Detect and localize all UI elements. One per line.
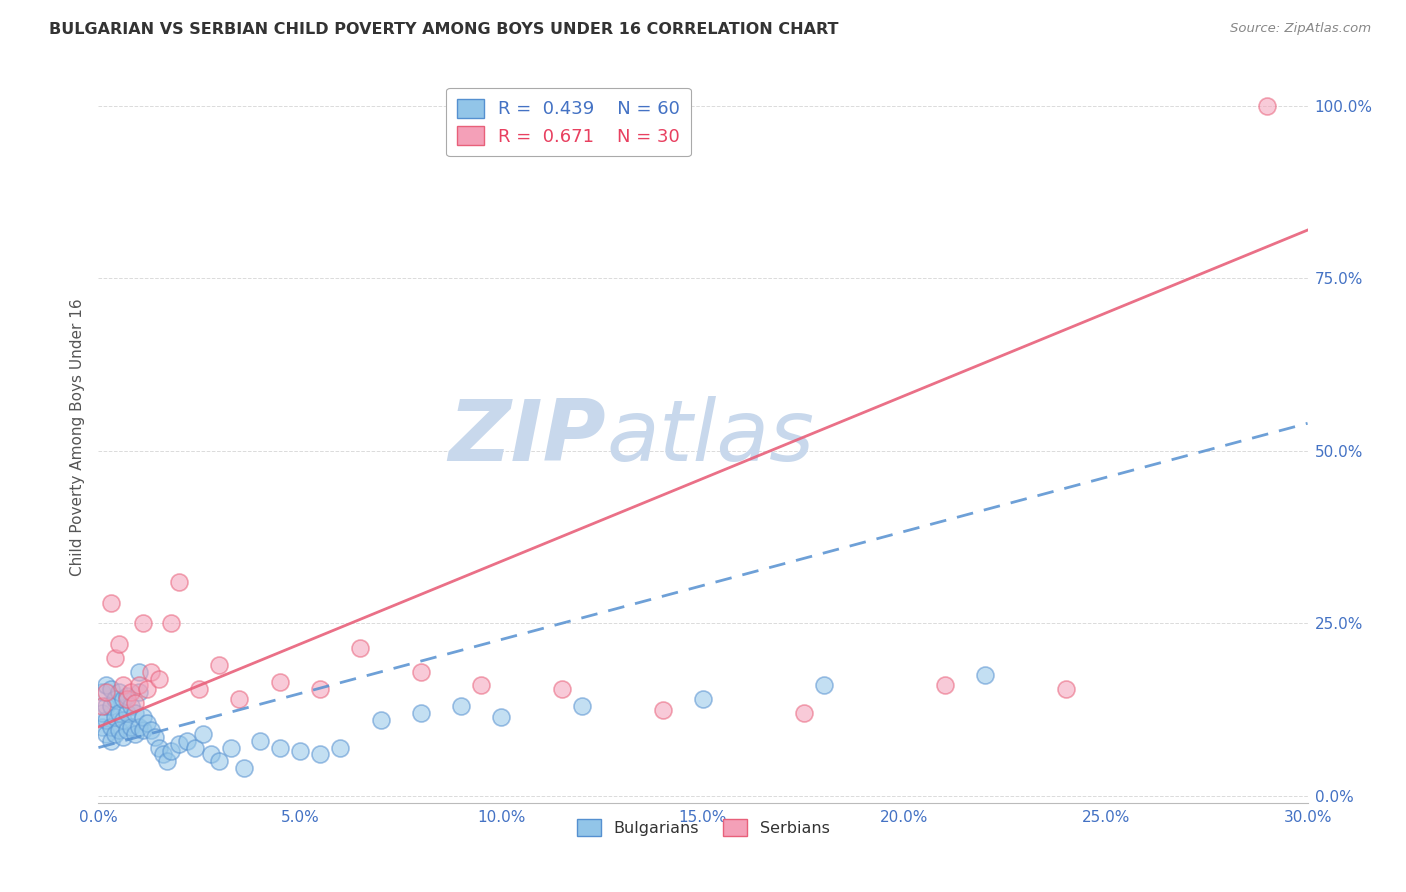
Point (107, 706, 129, 720)
Point (793, 706, 815, 720)
Point (470, 678, 492, 692)
Point (128, 720, 150, 734)
Point (329, 740, 352, 755)
Point (1054, 681, 1077, 696)
Point (120, 699, 142, 714)
Text: Source: ZipAtlas.com: Source: ZipAtlas.com (1230, 22, 1371, 36)
Point (96, 699, 118, 714)
Point (208, 755, 231, 769)
Point (120, 685, 142, 699)
Point (176, 733, 198, 747)
Point (132, 616, 155, 631)
Point (152, 747, 174, 762)
Text: atlas: atlas (606, 395, 814, 479)
Point (450, 699, 472, 714)
Point (208, 657, 231, 672)
Point (100, 733, 122, 747)
Point (124, 706, 146, 720)
Point (103, 651, 125, 665)
Point (128, 665, 150, 679)
Point (103, 727, 125, 741)
Point (100, 720, 122, 734)
Y-axis label: Child Poverty Among Boys Under 16: Child Poverty Among Boys Under 16 (69, 298, 84, 576)
Legend: Bulgarians, Serbians: Bulgarians, Serbians (571, 813, 835, 842)
Point (409, 706, 432, 720)
Point (934, 678, 956, 692)
Point (491, 709, 513, 723)
Point (551, 681, 574, 696)
Point (139, 665, 162, 679)
Text: ZIP: ZIP (449, 395, 606, 479)
Point (115, 706, 138, 720)
Point (103, 692, 125, 706)
Point (288, 744, 311, 758)
Point (91, 685, 114, 699)
Point (91, 699, 114, 714)
Point (269, 740, 291, 755)
Point (91, 706, 114, 720)
Point (200, 747, 222, 762)
Point (571, 699, 593, 714)
Point (132, 723, 155, 738)
Point (269, 675, 291, 690)
Point (128, 685, 150, 699)
Point (160, 744, 183, 758)
Point (96, 678, 118, 692)
Point (100, 681, 122, 696)
Point (103, 709, 125, 723)
Point (115, 692, 138, 706)
Point (156, 755, 179, 769)
Point (111, 713, 134, 727)
Point (167, 574, 190, 589)
Point (148, 672, 170, 686)
Point (349, 640, 371, 655)
Point (221, 740, 243, 755)
Point (692, 692, 714, 706)
Point (309, 747, 332, 762)
Point (193, 727, 215, 741)
Point (107, 637, 129, 651)
Point (188, 681, 211, 696)
Point (160, 616, 183, 631)
Point (107, 723, 129, 738)
Text: BULGARIAN VS SERBIAN CHILD POVERTY AMONG BOYS UNDER 16 CORRELATION CHART: BULGARIAN VS SERBIAN CHILD POVERTY AMONG… (49, 22, 839, 37)
Point (100, 596, 122, 610)
Point (184, 740, 207, 755)
Point (115, 689, 138, 703)
Point (232, 761, 254, 775)
Point (409, 665, 432, 679)
Point (96, 727, 118, 741)
Point (143, 731, 166, 745)
Point (96, 685, 118, 699)
Point (135, 716, 157, 731)
Point (132, 709, 155, 723)
Point (128, 678, 150, 692)
Point (124, 727, 146, 741)
Point (120, 720, 142, 734)
Point (148, 740, 170, 755)
Point (370, 713, 392, 727)
Point (107, 685, 129, 699)
Point (135, 681, 157, 696)
Point (309, 681, 332, 696)
Point (111, 692, 134, 706)
Point (249, 733, 271, 747)
Point (167, 737, 190, 751)
Point (1256, 99, 1278, 113)
Point (91, 720, 114, 734)
Point (111, 731, 134, 745)
Point (96, 713, 118, 727)
Point (100, 699, 122, 714)
Point (651, 703, 673, 717)
Point (974, 668, 997, 682)
Point (139, 723, 162, 738)
Point (115, 723, 138, 738)
Point (111, 678, 134, 692)
Point (124, 696, 146, 710)
Point (228, 692, 250, 706)
Point (813, 678, 835, 692)
